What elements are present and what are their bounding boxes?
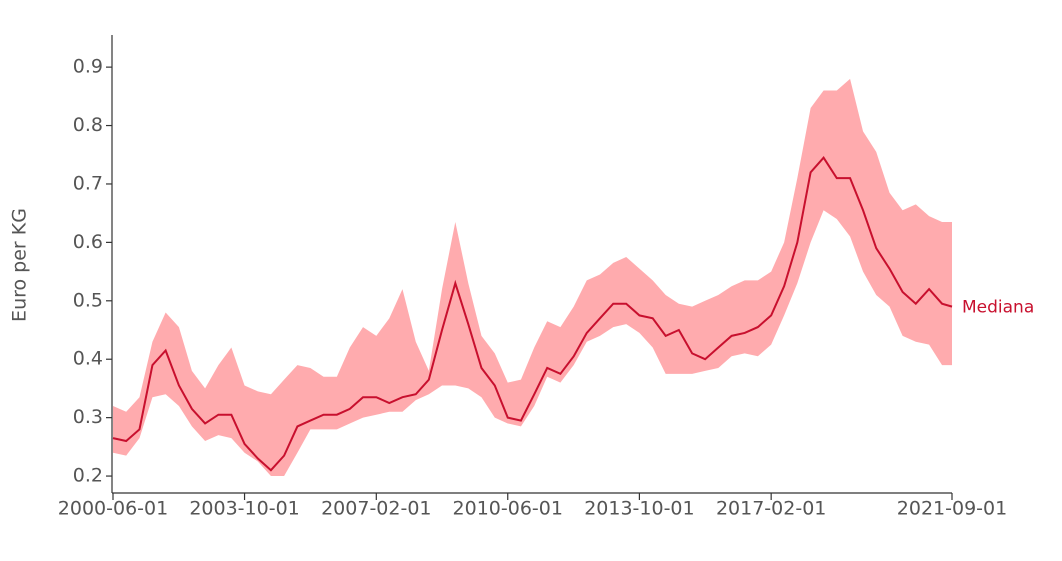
y-axis-label: Euro per KG (9, 208, 31, 322)
y-tick-label: 0.6 (73, 231, 103, 253)
y-tick-label: 0.9 (73, 56, 103, 78)
series-label: Mediana (962, 298, 1034, 318)
x-tick-label: 2003-10-01 (189, 498, 299, 520)
x-tick-label: 2021-09-01 (897, 498, 1007, 520)
y-tick-label: 0.4 (73, 348, 103, 370)
range-band (113, 78, 952, 477)
x-tick-label: 2007-02-01 (321, 498, 431, 520)
y-tick-label: 0.8 (73, 114, 103, 136)
median-line (112, 156, 953, 472)
y-tick-label: 0.2 (73, 465, 103, 487)
x-tick-label: 2000-06-01 (58, 498, 168, 520)
x-tick-label: 2013-10-01 (584, 498, 694, 520)
x-tick-label: 2017-02-01 (716, 498, 826, 520)
x-tick-label: 2010-06-01 (453, 498, 563, 520)
y-tick-label: 0.7 (73, 172, 103, 194)
y-tick-label: 0.5 (73, 289, 103, 311)
y-tick-label: 0.3 (73, 406, 103, 428)
